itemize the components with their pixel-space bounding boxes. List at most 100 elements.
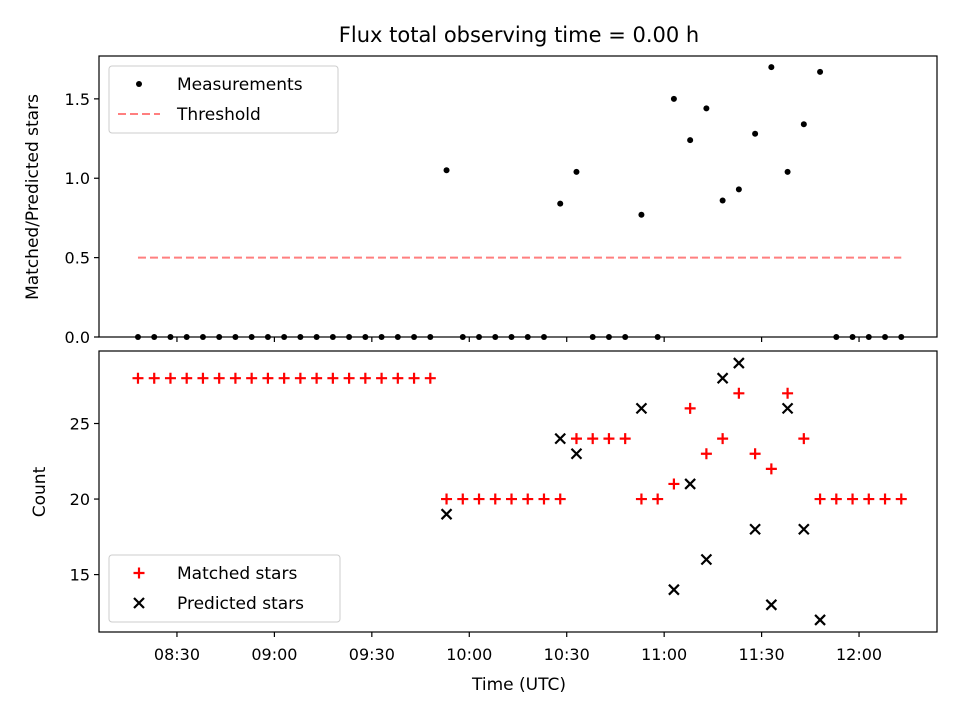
series-measurements	[134, 64, 905, 340]
x-tick-label: 10:00	[446, 645, 492, 664]
measurement-point	[735, 186, 742, 193]
predicted-star-point	[814, 614, 826, 626]
measurement-point	[622, 334, 629, 340]
x-tick-label: 12:00	[836, 645, 882, 664]
measurement-point	[134, 334, 141, 340]
bottom-axes-frame	[98, 350, 938, 633]
predicted-star-point	[781, 402, 794, 415]
measurement-point	[394, 334, 401, 340]
matched-star-point	[473, 493, 485, 505]
predicted-star-point	[765, 599, 778, 611]
measurement-point	[800, 121, 807, 128]
matched-star-point	[603, 433, 615, 445]
matched-star-point	[652, 493, 664, 505]
measurement-point	[216, 334, 223, 340]
matched-star-point	[343, 372, 355, 384]
matched-star-point	[294, 372, 306, 384]
measurement-point	[540, 334, 547, 340]
matched-star-point	[213, 372, 225, 384]
measurement-point	[833, 334, 840, 340]
measurement-point	[167, 334, 174, 340]
matched-star-point	[376, 372, 388, 384]
predicted-star-point	[570, 447, 583, 460]
measurement-point	[313, 334, 320, 340]
matched-star-point	[554, 493, 566, 505]
matched-star-point	[506, 493, 518, 505]
matched-star-point	[489, 493, 501, 505]
top-y-tick-label: 1.0	[65, 169, 90, 188]
matched-star-point	[392, 372, 404, 384]
bottom-legend-box	[108, 554, 341, 623]
x-tick-label: 09:00	[251, 645, 297, 664]
measurement-point	[817, 68, 824, 75]
matched-star-point	[229, 372, 241, 384]
x-axis-label: Time (UTC)	[471, 675, 566, 695]
measurement-point	[752, 130, 759, 137]
measurement-point	[719, 197, 726, 204]
matched-star-point	[148, 372, 160, 384]
top-legend: Measurements Threshold	[108, 65, 339, 134]
matched-star-point	[847, 493, 859, 505]
measurement-point	[882, 334, 889, 340]
top-chart-title: Flux total observing time = 0.00 h	[339, 23, 699, 47]
top-y-tick-label: 0.0	[65, 328, 90, 347]
measurement-point	[248, 334, 255, 340]
measurement-point	[638, 211, 645, 218]
matched-star-point	[879, 493, 891, 505]
measurement-point	[492, 334, 499, 340]
predicted-star-point	[684, 478, 696, 490]
x-tick-label: 08:30	[154, 645, 200, 664]
legend-label: Threshold	[176, 105, 261, 125]
legend-label: Matched stars	[177, 564, 297, 584]
top-y-tick-label: 0.5	[65, 249, 90, 268]
series-matched-stars	[132, 372, 907, 505]
matched-star-point	[262, 372, 274, 384]
measurement-point	[281, 334, 288, 340]
matched-star-point	[668, 478, 680, 490]
bottom-plot-area: 15 20 25 08:30 09:00 09:30 10:00 10:30 11:00 11:3…	[70, 350, 938, 664]
measurement-point	[589, 334, 596, 340]
measurement-point	[557, 200, 564, 207]
measurement-point	[654, 334, 661, 340]
measurement-point	[508, 334, 515, 340]
bottom-y-axis-label: Count	[30, 466, 50, 517]
matched-star-point	[587, 433, 599, 445]
measurement-point	[264, 334, 271, 340]
measurement-point	[670, 95, 677, 102]
legend-label: Measurements	[177, 75, 303, 95]
matched-star-point	[798, 433, 810, 445]
top-plot-area: 0.0 0.5 1.0 1.5 Measurements Threshold	[65, 55, 938, 347]
matched-star-point	[278, 372, 290, 384]
top-legend-box	[108, 65, 339, 134]
matched-star-point	[197, 372, 209, 384]
measurement-point	[476, 334, 483, 340]
measurement-point	[232, 334, 239, 340]
matched-star-point	[895, 493, 907, 505]
x-tick-label: 11:30	[739, 645, 785, 664]
top-axes-frame	[98, 55, 938, 338]
matched-star-point	[814, 493, 826, 505]
top-y-tick-label: 1.5	[65, 90, 90, 109]
matched-star-point	[311, 372, 323, 384]
x-tick-label: 09:30	[349, 645, 395, 664]
measurement-point	[849, 334, 856, 340]
top-y-axis-label: Matched/Predicted stars	[23, 94, 43, 300]
predicted-star-point	[749, 523, 761, 536]
measurement-point	[605, 334, 612, 340]
x-tick-label: 10:30	[544, 645, 590, 664]
matched-star-point	[733, 387, 745, 399]
measurement-point	[703, 105, 710, 112]
measurement-point	[898, 334, 905, 340]
matched-star-point	[863, 493, 875, 505]
measurement-point	[297, 334, 304, 340]
matched-star-point	[132, 372, 144, 384]
matched-star-point	[522, 493, 534, 505]
matched-star-point	[538, 493, 550, 505]
measurement-point	[346, 334, 353, 340]
matched-star-point	[181, 372, 193, 384]
predicted-star-point	[700, 553, 713, 566]
matched-star-point	[717, 433, 729, 445]
matched-star-point	[359, 372, 371, 384]
legend-marker-measurements	[136, 81, 142, 87]
